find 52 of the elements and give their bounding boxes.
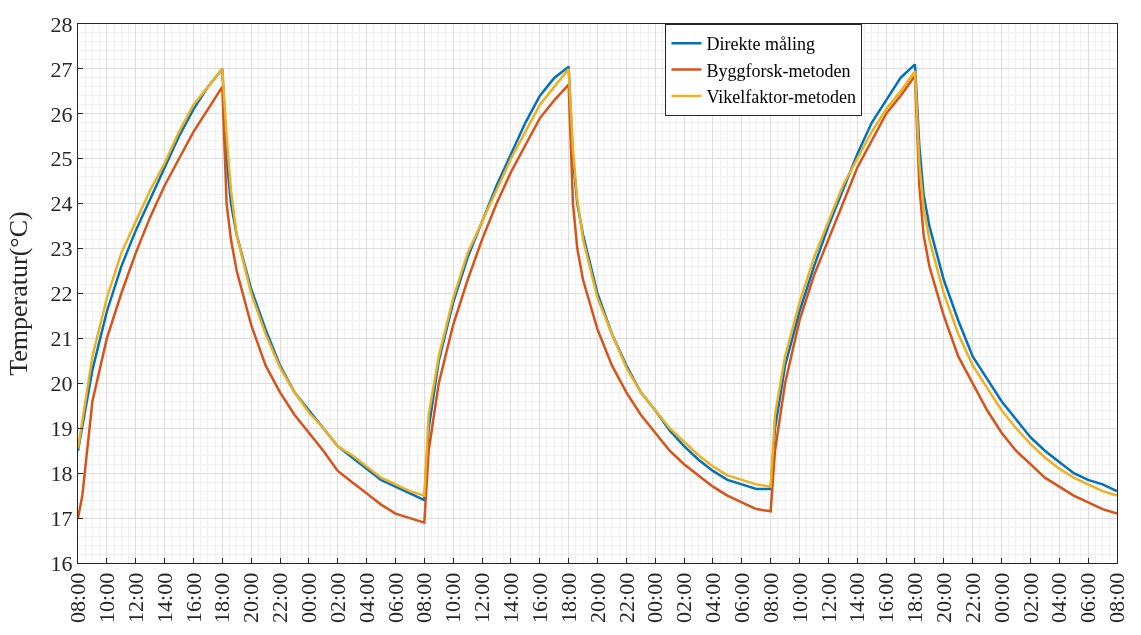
x-tick-label: 22:00 (613, 572, 639, 623)
y-tick-label: 23 (50, 236, 73, 262)
y-axis-title: Temperatur(°C) (4, 211, 33, 376)
x-tick-label: 10:00 (440, 572, 466, 623)
x-tick-label: 20:00 (930, 572, 956, 623)
x-tick-label: 18:00 (902, 572, 928, 623)
x-tick-label: 02:00 (671, 572, 697, 623)
y-tick-label: 20 (50, 371, 73, 397)
x-tick-label: 02:00 (1017, 572, 1043, 623)
x-tick-label: 08:00 (757, 572, 783, 623)
x-tick-label: 14:00 (844, 572, 870, 623)
x-tick-label: 08:00 (411, 572, 437, 623)
x-tick-label: 00:00 (296, 572, 322, 623)
x-tick-label: 10:00 (786, 572, 812, 623)
x-tick-label: 06:00 (728, 572, 754, 623)
x-tick-label: 20:00 (584, 572, 610, 623)
y-tick-label: 27 (50, 56, 73, 82)
x-tick-label: 22:00 (267, 572, 293, 623)
x-tick-label: 16:00 (180, 572, 206, 623)
x-tick-label: 22:00 (959, 572, 985, 623)
x-tick-label: 10:00 (94, 572, 120, 623)
y-tick-label: 28 (50, 11, 73, 37)
legend-label: Vikelfaktor-metoden (706, 87, 856, 108)
x-tick-label: 12:00 (815, 572, 841, 623)
x-tick-label: 08:00 (1104, 572, 1130, 623)
y-tick-label: 24 (50, 191, 73, 217)
y-tick-label: 18 (50, 460, 73, 486)
y-tick-label: 19 (50, 415, 73, 441)
legend-label: Direkte måling (706, 34, 815, 55)
x-tick-label: 00:00 (642, 572, 668, 623)
x-tick-label: 04:00 (353, 572, 379, 623)
x-tick-label: 04:00 (700, 572, 726, 623)
x-tick-label: 14:00 (151, 572, 177, 623)
x-tick-label: 00:00 (988, 572, 1014, 623)
x-tick-label: 02:00 (324, 572, 350, 623)
x-tick-label: 06:00 (1075, 572, 1101, 623)
x-tick-label: 12:00 (122, 572, 148, 623)
x-tick-label: 20:00 (238, 572, 264, 623)
x-tick-label: 16:00 (873, 572, 899, 623)
x-tick-label: 18:00 (209, 572, 235, 623)
x-tick-label: 16:00 (526, 572, 552, 623)
legend-label: Byggforsk-metoden (706, 60, 851, 81)
y-tick-label: 22 (50, 281, 73, 307)
y-tick-label: 26 (50, 101, 73, 127)
y-tick-label: 25 (50, 146, 73, 172)
x-tick-label: 04:00 (1046, 572, 1072, 623)
x-tick-label: 18:00 (555, 572, 581, 623)
x-tick-label: 06:00 (382, 572, 408, 623)
x-tick-label: 14:00 (498, 572, 524, 623)
x-tick-label: 12:00 (469, 572, 495, 623)
y-tick-label: 21 (50, 326, 73, 352)
y-tick-label: 17 (50, 505, 73, 531)
